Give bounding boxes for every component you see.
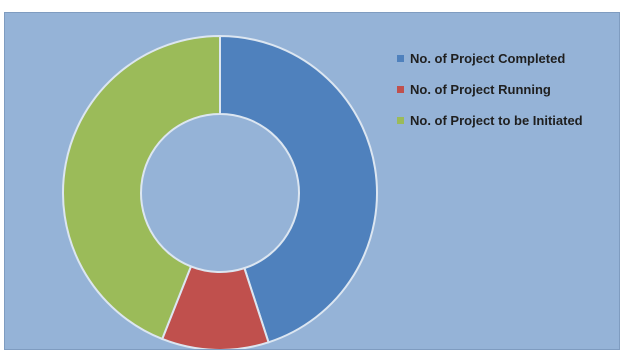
donut-slice-completed — [219, 34, 378, 344]
legend-item-running: No. of Project Running — [397, 80, 583, 98]
legend-item-initiated: No. of Project to be Initiated — [397, 111, 583, 129]
legend-swatch-completed — [397, 54, 404, 62]
donut-slice-initiated — [62, 34, 221, 341]
legend-swatch-running — [397, 85, 404, 93]
legend-swatch-initiated — [397, 116, 404, 124]
legend-item-completed: No. of Project Completed — [397, 49, 583, 67]
legend-label-initiated: No. of Project to be Initiated — [410, 112, 583, 128]
legend: No. of Project Completed No. of Project … — [397, 49, 583, 142]
legend-label-completed: No. of Project Completed — [410, 50, 566, 66]
chart-area: No. of Project Completed No. of Project … — [4, 12, 620, 350]
donut-chart — [5, 13, 619, 349]
donut-slices — [62, 34, 378, 349]
legend-label-running: No. of Project Running — [410, 81, 551, 97]
